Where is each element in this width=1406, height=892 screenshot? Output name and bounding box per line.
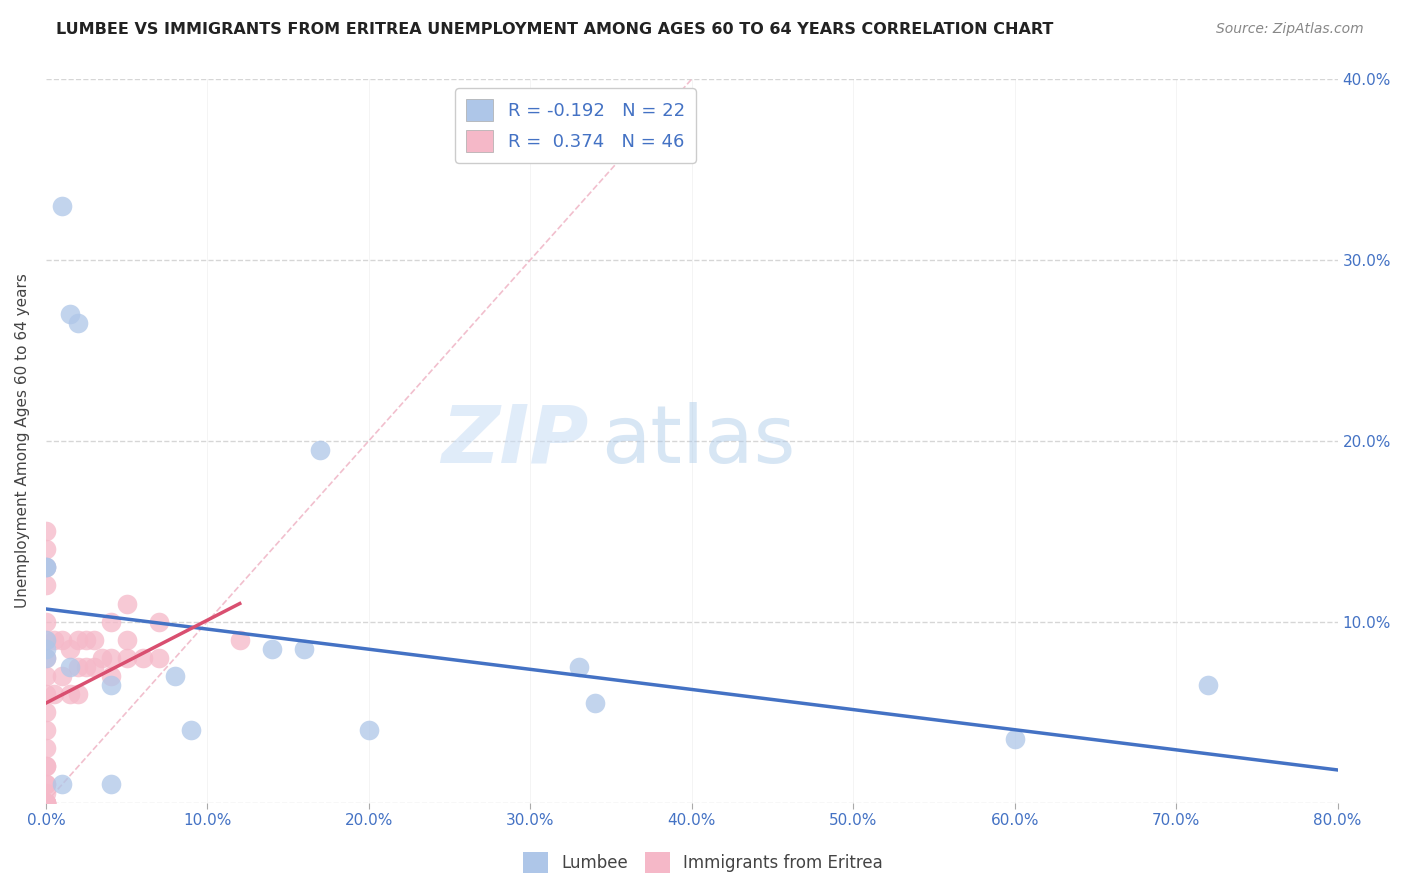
Point [59, 641, 82, 656]
Point [67, 632, 90, 647]
Point [35, 615, 58, 629]
Point [309, 442, 332, 457]
Point [67, 660, 90, 674]
Point [35, 777, 58, 791]
Point [35, 796, 58, 810]
Point [83, 632, 105, 647]
Point [1004, 732, 1026, 747]
Point [35, 687, 58, 701]
Point [1198, 678, 1220, 692]
Point [100, 678, 122, 692]
Point [59, 660, 82, 674]
Point [35, 759, 58, 773]
Point [42, 632, 65, 647]
Point [35, 777, 58, 791]
Legend: R = -0.192   N = 22, R =  0.374   N = 46: R = -0.192 N = 22, R = 0.374 N = 46 [456, 88, 696, 162]
Point [35, 542, 58, 557]
Point [35, 787, 58, 801]
Point [35, 560, 58, 574]
Point [51, 777, 73, 791]
Point [100, 669, 122, 683]
Text: ZIP: ZIP [441, 401, 589, 480]
Point [35, 641, 58, 656]
Point [165, 669, 187, 683]
Point [292, 641, 315, 656]
Point [51, 669, 73, 683]
Point [75, 660, 97, 674]
Point [100, 650, 122, 665]
Point [83, 660, 105, 674]
Point [148, 650, 170, 665]
Point [35, 650, 58, 665]
Point [357, 723, 380, 738]
Point [35, 560, 58, 574]
Text: LUMBEE VS IMMIGRANTS FROM ERITREA UNEMPLOYMENT AMONG AGES 60 TO 64 YEARS CORRELA: LUMBEE VS IMMIGRANTS FROM ERITREA UNEMPL… [56, 22, 1053, 37]
Point [583, 696, 606, 710]
Text: atlas: atlas [602, 401, 796, 480]
Point [35, 524, 58, 539]
Point [35, 796, 58, 810]
Point [115, 650, 138, 665]
Point [91, 650, 114, 665]
Point [35, 741, 58, 756]
Point [35, 705, 58, 719]
Point [35, 578, 58, 592]
Point [132, 650, 155, 665]
Text: Source: ZipAtlas.com: Source: ZipAtlas.com [1216, 22, 1364, 37]
Point [35, 632, 58, 647]
Point [35, 560, 58, 574]
Point [35, 723, 58, 738]
Point [75, 632, 97, 647]
Point [115, 597, 138, 611]
Point [35, 650, 58, 665]
Point [35, 796, 58, 810]
Point [100, 777, 122, 791]
Point [228, 632, 250, 647]
Point [180, 723, 202, 738]
Point [35, 796, 58, 810]
Point [35, 669, 58, 683]
Point [67, 316, 90, 330]
Point [59, 687, 82, 701]
Point [100, 615, 122, 629]
Point [51, 198, 73, 212]
Point [35, 632, 58, 647]
Point [51, 632, 73, 647]
Point [67, 687, 90, 701]
Point [35, 796, 58, 810]
Point [260, 641, 283, 656]
Point [568, 660, 591, 674]
Legend: Lumbee, Immigrants from Eritrea: Lumbee, Immigrants from Eritrea [516, 846, 890, 880]
Point [148, 615, 170, 629]
Point [59, 307, 82, 321]
Point [35, 759, 58, 773]
Point [42, 687, 65, 701]
Y-axis label: Unemployment Among Ages 60 to 64 years: Unemployment Among Ages 60 to 64 years [15, 273, 30, 608]
Point [115, 632, 138, 647]
